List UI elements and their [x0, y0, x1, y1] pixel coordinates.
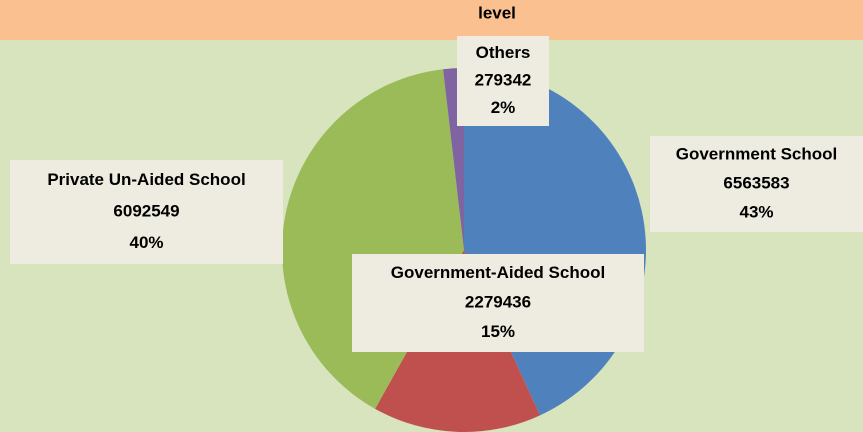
chart-title: level — [478, 3, 516, 22]
slice-label: Private Un-Aided School — [47, 170, 245, 189]
slice-value: 2279436 — [465, 292, 531, 311]
title-bar — [0, 0, 863, 40]
label-box — [650, 136, 863, 232]
slice-label: Government School — [676, 144, 838, 163]
label-box — [457, 36, 549, 126]
slice-percent: 15% — [481, 322, 515, 341]
slice-value: 6563583 — [723, 173, 789, 192]
slice-label: Others — [476, 43, 531, 62]
slice-percent: 2% — [491, 98, 516, 117]
slice-label: Government-Aided School — [391, 263, 605, 282]
label-box — [10, 160, 283, 264]
slice-percent: 40% — [129, 233, 163, 252]
slice-value: 6092549 — [113, 201, 179, 220]
slice-value: 279342 — [475, 70, 532, 89]
slice-percent: 43% — [739, 203, 773, 222]
label-box — [352, 254, 644, 352]
